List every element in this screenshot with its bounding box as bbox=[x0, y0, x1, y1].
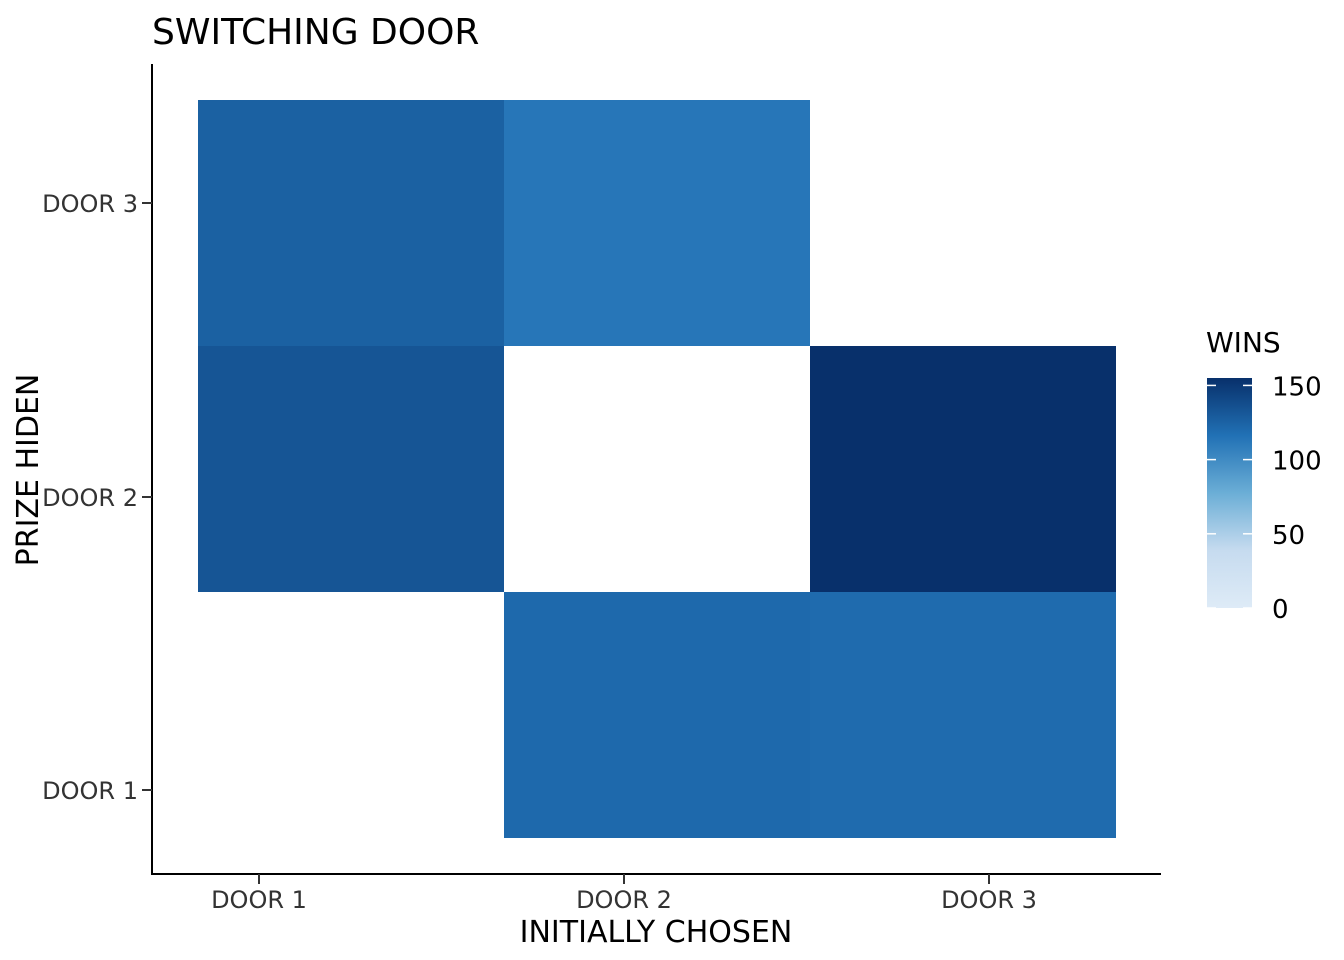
heatmap-cell bbox=[810, 346, 1116, 592]
x-axis-title: INITIALLY CHOSEN bbox=[520, 915, 793, 950]
heatmap-cell bbox=[504, 100, 810, 346]
legend-tick-label: 50 bbox=[1272, 521, 1305, 551]
chart-title: SWITCHING DOOR bbox=[152, 12, 479, 53]
heatmap-cell bbox=[198, 100, 504, 346]
y-axis-title: PRIZE HIDEN bbox=[11, 374, 46, 567]
y-tick-label: DOOR 3 bbox=[42, 190, 138, 218]
legend-tick-label: 0 bbox=[1272, 595, 1289, 625]
x-axis-ticks: DOOR 1 DOOR 2 DOOR 3 bbox=[211, 874, 1037, 914]
x-tick-label: DOOR 2 bbox=[576, 886, 672, 914]
heatmap-cell bbox=[504, 592, 810, 838]
legend-colorbar bbox=[1207, 378, 1252, 608]
legend: WINS 0 50 100 150 bbox=[1206, 326, 1322, 625]
y-axis-ticks: DOOR 1 DOOR 2 DOOR 3 bbox=[42, 190, 152, 805]
x-tick-label: DOOR 3 bbox=[941, 886, 1037, 914]
y-tick-label: DOOR 2 bbox=[42, 484, 138, 512]
heatmap-cell bbox=[810, 592, 1116, 838]
legend-tick-label: 150 bbox=[1272, 372, 1322, 402]
legend-title: WINS bbox=[1206, 326, 1281, 359]
legend-tick-label: 100 bbox=[1272, 447, 1322, 477]
heatmap-cell bbox=[198, 346, 504, 592]
x-tick-label: DOOR 1 bbox=[211, 886, 307, 914]
heatmap-cells bbox=[198, 100, 1116, 838]
legend-ticks: 0 50 100 150 bbox=[1207, 372, 1322, 625]
y-tick-label: DOOR 1 bbox=[42, 777, 138, 805]
